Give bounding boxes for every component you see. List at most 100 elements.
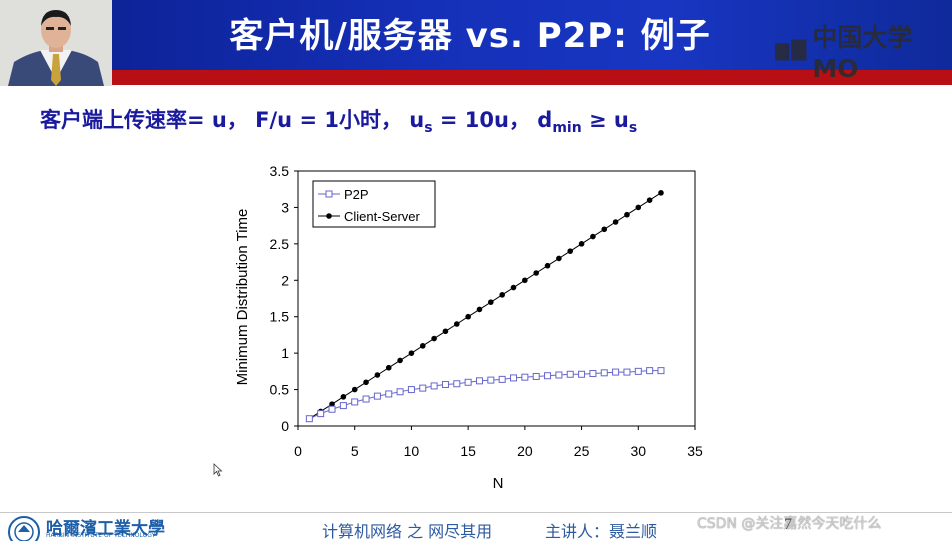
legend-client-server-label: Client-Server [344, 209, 421, 224]
subtitle-part: = 10u， d [432, 108, 553, 132]
p2p-point [600, 369, 608, 377]
client-server-point [635, 204, 642, 211]
client-server-point [397, 357, 403, 364]
p2p-point [566, 370, 574, 378]
client-server-point [522, 277, 528, 284]
p2p-point [362, 395, 370, 403]
client-server-point [624, 211, 630, 218]
client-server-point [340, 394, 347, 400]
y-tick-label: 2.5 [270, 236, 290, 252]
mooc-logo-icon [774, 39, 807, 61]
university-emblem-icon [8, 516, 40, 545]
client-server-point [612, 219, 619, 225]
legend-box [312, 180, 436, 228]
y-tick-label: 1.5 [270, 309, 290, 325]
client-server-point [578, 241, 585, 247]
p2p-point [396, 388, 404, 396]
y-axis-label: Minimum Distribution Time [234, 209, 251, 386]
p2p-point [373, 392, 381, 400]
p2p-point [623, 368, 631, 376]
p2p-point [453, 380, 461, 388]
legend-client-server-marker [326, 213, 332, 219]
client-server-point [351, 386, 358, 393]
university-name: 哈爾濱工業大學 [46, 519, 165, 539]
p2p-point [487, 376, 495, 384]
p2p-point [555, 371, 563, 379]
p2p-point [430, 382, 438, 390]
p2p-point [317, 410, 325, 418]
p2p-point [544, 372, 552, 380]
p2p-point [407, 386, 415, 394]
client-server-point [488, 299, 494, 305]
client-server-point [329, 401, 335, 407]
x-tick-label: 0 [294, 443, 302, 459]
x-tick-label: 30 [630, 443, 646, 459]
client-server-point [454, 321, 460, 327]
p2p-point [510, 374, 518, 382]
client-server-point [646, 197, 653, 203]
p2p-point [441, 380, 449, 388]
client-server-point [567, 248, 574, 254]
p2p-point [328, 405, 336, 413]
lecturer-name: 主讲人：聂兰顺 [545, 522, 658, 541]
p2p-point [589, 370, 597, 378]
presenter-video [0, 0, 112, 86]
x-tick-label: 20 [517, 443, 533, 459]
footer-divider [0, 512, 952, 513]
client-server-point [442, 328, 449, 335]
client-server-point [601, 226, 608, 233]
p2p-point [612, 368, 620, 376]
slide-subtitle: 客户端上传速率= u， F/u = 1小时， us = 10u， dmin ≥ … [40, 104, 637, 140]
p2p-point [657, 367, 665, 375]
client-server-point [544, 262, 551, 269]
subtitle-subscript: s [424, 120, 433, 137]
y-tick-label: 1 [281, 345, 289, 361]
course-name: 计算机网络 之 网尽其用 [322, 522, 493, 541]
client-server-point [658, 190, 664, 196]
p2p-point [578, 370, 586, 378]
client-server-point [363, 379, 369, 386]
page-number: 7 [784, 516, 792, 533]
x-tick-label: 5 [351, 443, 359, 459]
p2p-point [419, 384, 427, 392]
p2p-point [305, 415, 313, 423]
p2p-point [498, 375, 506, 383]
legend-p2p-label: P2P [344, 187, 369, 202]
legend-p2p-marker [325, 190, 333, 198]
csdn-watermark: CSDN @关注嘉然今天吃什么 [697, 516, 882, 532]
p2p-point [464, 378, 472, 386]
x-tick-label: 35 [687, 443, 703, 459]
client-server-point [431, 335, 437, 342]
subtitle-subscript: s [628, 120, 638, 137]
x-tick-label: 15 [460, 443, 476, 459]
p2p-point [521, 373, 529, 381]
p2p-point [351, 398, 359, 406]
mooc-logo-text: 中国大学MO [812, 22, 913, 83]
client-server-point [419, 343, 426, 349]
subtitle-subscript: min [552, 120, 582, 137]
p2p-point [532, 372, 540, 380]
client-server-point [465, 313, 471, 320]
p2p-point [385, 390, 393, 398]
subtitle-part: ≥ u [581, 108, 629, 132]
client-server-point [556, 255, 562, 262]
y-tick-label: 0.5 [270, 382, 290, 398]
client-server-point [374, 372, 381, 378]
p2p-point [646, 367, 654, 375]
client-server-point [476, 306, 483, 313]
y-tick-label: 3.5 [270, 163, 290, 179]
client-server-point [510, 284, 517, 291]
header-red-bar [0, 70, 952, 85]
y-tick-label: 3 [281, 199, 289, 215]
client-server-point [408, 350, 415, 356]
client-server-point [385, 364, 392, 371]
y-tick-label: 2 [281, 272, 289, 288]
y-tick-label: 0 [281, 418, 289, 434]
subtitle-part: 客户端上传速率= u， F/u = 1小时， u [40, 108, 425, 132]
client-server-point [499, 292, 505, 298]
p2p-point [475, 377, 483, 385]
x-axis-label: N [493, 475, 504, 492]
slide-title: 客户机/服务器 vs. P2P: 例子 [229, 16, 711, 56]
mooc-logo: 中国大学MO [774, 23, 952, 83]
